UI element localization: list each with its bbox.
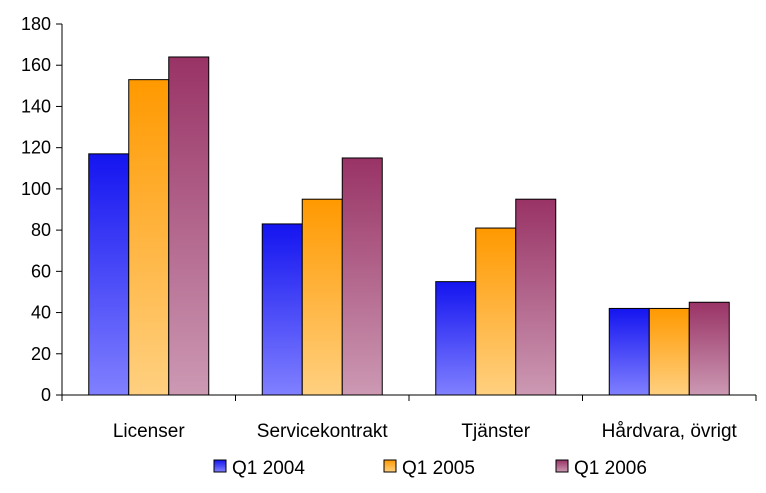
legend-swatch-q1-2006	[555, 459, 569, 473]
bar-servicekontrakt-q1-2006	[341, 157, 383, 396]
legend-label-q1-2005: Q1 2005	[402, 458, 475, 479]
legend-label-q1-2004: Q1 2004	[232, 458, 305, 479]
y-tick-label-140: 140	[21, 96, 51, 116]
legend-swatch-q1-2005	[383, 459, 397, 473]
y-tick-label-160: 160	[21, 55, 51, 75]
y-tick-label-40: 40	[31, 303, 51, 323]
y-tick-label-20: 20	[31, 344, 51, 364]
x-tick-label-licenser: Licenser	[113, 421, 185, 442]
legend-label-q1-2006: Q1 2006	[574, 458, 647, 479]
y-tick-label-100: 100	[21, 179, 51, 199]
axes-group: Licenser Servicekontrakt Tjänster Hårdvara,…	[21, 14, 757, 442]
bar-tj-nster-q1-2005	[475, 227, 517, 396]
bar-servicekontrakt-q1-2004	[261, 223, 303, 396]
bar-licenser-q1-2006	[168, 56, 210, 396]
y-tick-label-60: 60	[31, 261, 51, 281]
y-tick-label-80: 80	[31, 220, 51, 240]
x-tick-label-servicekontrakt: Servicekontrakt	[257, 421, 389, 442]
x-tick-label-tj-nster: Tjänster	[461, 421, 530, 442]
bar-tj-nster-q1-2004	[435, 281, 477, 396]
y-tick-label-180: 180	[21, 14, 51, 34]
bar-h-rdvara-vrigt-q1-2004	[608, 307, 650, 396]
bar-h-rdvara-vrigt-q1-2005	[648, 307, 690, 396]
bar-h-rdvara-vrigt-q1-2006	[688, 301, 730, 396]
legend: Q1 2004 Q1 2005 Q1 2006	[213, 458, 647, 479]
bars-group	[88, 56, 730, 396]
bar-licenser-q1-2004	[88, 153, 130, 396]
bar-licenser-q1-2005	[128, 79, 170, 396]
y-tick-label-0: 0	[41, 385, 51, 405]
x-tick-label-h-rdvara-vrigt: Hårdvara, övrigt	[602, 421, 738, 442]
bar-tj-nster-q1-2006	[515, 198, 557, 396]
y-tick-label-120: 120	[21, 138, 51, 158]
bar-servicekontrakt-q1-2005	[301, 198, 343, 396]
legend-swatch-q1-2004	[213, 459, 227, 473]
